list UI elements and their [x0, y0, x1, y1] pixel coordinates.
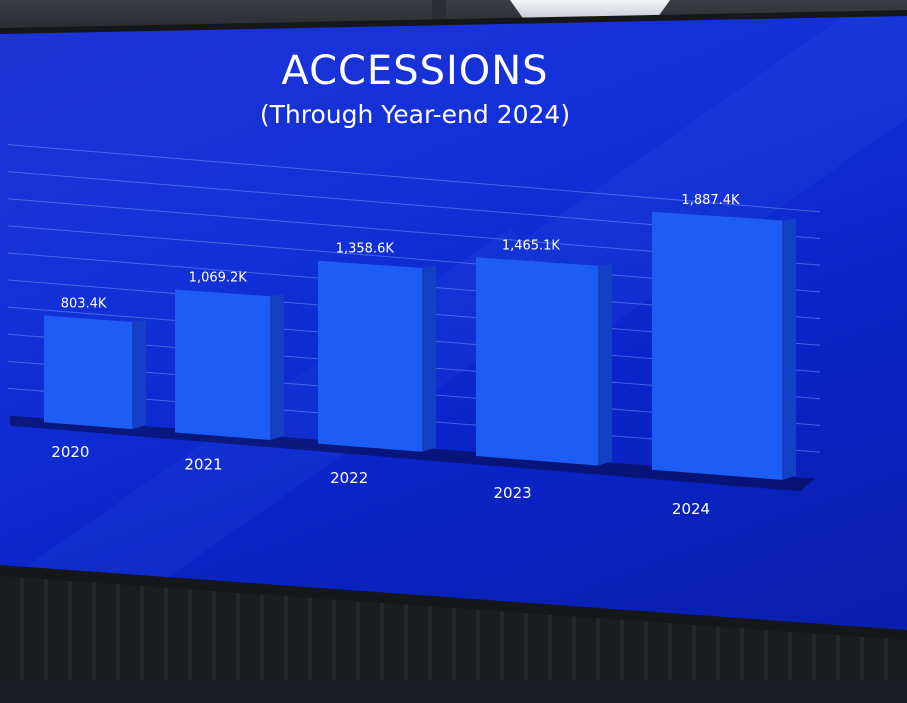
bar-side — [422, 265, 436, 452]
x-tick-label: 2024 — [672, 500, 710, 518]
ceiling-light — [510, 0, 670, 18]
chart-data-labels: 803.4K 1,069.2K 1,358.6K 1,465.1K 1,887.4K — [61, 193, 740, 312]
x-tick-label: 2023 — [494, 484, 532, 502]
bar-2022 — [318, 260, 436, 452]
bar-front — [44, 315, 132, 430]
data-label: 1,069.2K — [189, 270, 248, 285]
chart-title: ACCESSIONS — [281, 48, 549, 94]
bar-side — [598, 263, 612, 466]
bar-2020 — [44, 315, 146, 430]
bar-2023 — [476, 257, 612, 466]
data-label: 1,358.6K — [336, 242, 395, 257]
data-label: 1,465.1K — [502, 238, 561, 253]
bar-front — [318, 260, 422, 452]
bar-chart: 803.4K 1,069.2K 1,358.6K 1,465.1K 1,887.4K 2… — [0, 10, 907, 640]
x-tick-label: 2020 — [51, 443, 89, 461]
chart-subtitle: (Through Year-end 2024) — [259, 100, 571, 129]
bar-2024 — [652, 211, 796, 480]
bar-front — [652, 211, 782, 480]
data-label: 803.4K — [61, 296, 107, 311]
data-label: 1,887.4K — [681, 193, 740, 208]
bar-side — [270, 294, 284, 440]
bar-side — [132, 319, 146, 430]
chart-bars — [44, 211, 796, 480]
x-tick-label: 2022 — [330, 469, 368, 487]
bar-side — [782, 218, 796, 480]
bar-2021 — [175, 289, 284, 440]
screen-bezel-top — [0, 10, 907, 34]
gridline — [7, 144, 821, 213]
bar-front — [175, 289, 270, 440]
x-tick-label: 2021 — [184, 455, 222, 473]
bar-front — [476, 257, 598, 466]
chart-x-tick-labels: 2020 2021 2022 2023 2024 — [51, 443, 710, 518]
screen-bezel-bottom — [0, 565, 907, 640]
